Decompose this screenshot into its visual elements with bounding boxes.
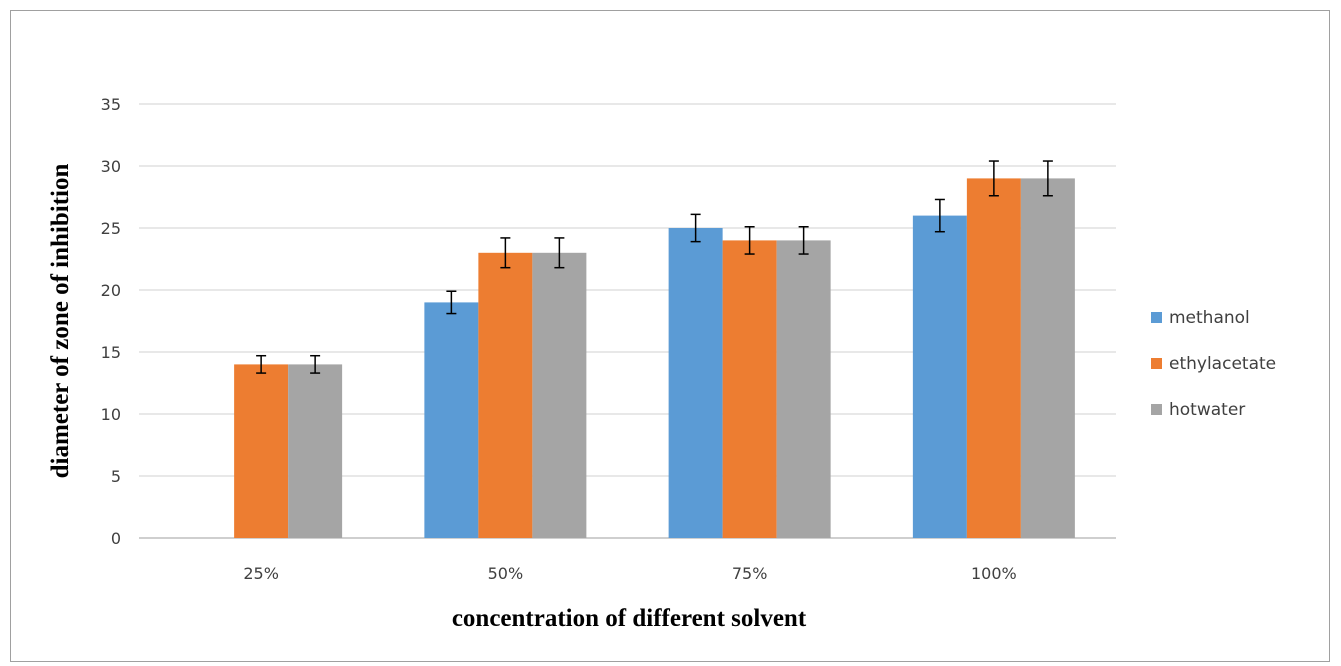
y-axis-ticks: 0 5 10 15 20 25 30 35	[101, 95, 121, 548]
y-axis-label: diameter of zone of inhibition	[47, 164, 74, 479]
y-tick-label: 35	[101, 95, 121, 114]
bar-chart: 0 5 10 15 20 25 30 35 25% 50% 75% 100% methanol eth…	[47, 95, 1276, 632]
error-bar-hotwater-100%	[1042, 160, 1053, 197]
legend-label: methanol	[1169, 308, 1250, 328]
error-bar-methanol-50%	[446, 290, 457, 315]
error-bar-ethylacetate-25%	[256, 354, 267, 374]
error-bar-methanol-100%	[934, 198, 945, 233]
legend: methanol ethylacetate hotwater	[1151, 308, 1276, 420]
legend-item-hotwater: hotwater	[1151, 400, 1245, 420]
bar-ethylacetate-75%	[722, 240, 777, 538]
legend-swatch	[1151, 312, 1162, 323]
y-tick-label: 20	[101, 281, 121, 300]
x-axis-ticks: 25% 50% 75% 100%	[243, 564, 1016, 583]
legend-label: ethylacetate	[1169, 354, 1276, 374]
bars	[234, 178, 1075, 539]
y-tick-label: 0	[111, 529, 121, 548]
error-bar-methanol-75%	[690, 213, 701, 243]
error-bar-ethylacetate-100%	[988, 160, 999, 197]
legend-swatch	[1151, 404, 1162, 415]
y-tick-label: 10	[101, 405, 121, 424]
y-tick-label: 15	[101, 343, 121, 362]
error-bars	[256, 160, 1053, 374]
y-tick-label: 25	[101, 219, 121, 238]
bar-hotwater-50%	[532, 252, 587, 539]
bar-methanol-50%	[424, 302, 479, 538]
error-bar-ethylacetate-75%	[744, 226, 755, 255]
legend-item-methanol: methanol	[1151, 308, 1250, 328]
x-axis-label: concentration of different solvent	[452, 605, 807, 632]
x-tick-label: 100%	[971, 564, 1017, 583]
y-tick-label: 30	[101, 157, 121, 176]
bar-methanol-75%	[668, 228, 723, 538]
bar-hotwater-75%	[776, 240, 831, 538]
y-tick-label: 5	[111, 467, 121, 486]
bar-hotwater-100%	[1020, 178, 1075, 538]
x-tick-label: 50%	[488, 564, 524, 583]
bar-ethylacetate-25%	[234, 364, 289, 538]
chart-frame: 0 5 10 15 20 25 30 35 25% 50% 75% 100% methanol eth…	[10, 10, 1330, 662]
legend-label: hotwater	[1169, 400, 1245, 420]
legend-swatch	[1151, 358, 1162, 369]
legend-item-ethylacetate: ethylacetate	[1151, 354, 1276, 374]
error-bar-hotwater-25%	[310, 354, 321, 374]
error-bar-hotwater-50%	[554, 237, 565, 269]
bar-hotwater-25%	[288, 364, 343, 538]
x-tick-label: 25%	[243, 564, 279, 583]
bar-methanol-100%	[912, 215, 967, 538]
bar-ethylacetate-100%	[966, 178, 1021, 538]
x-tick-label: 75%	[732, 564, 768, 583]
error-bar-hotwater-75%	[798, 226, 809, 255]
error-bar-ethylacetate-50%	[500, 237, 511, 269]
bar-ethylacetate-50%	[478, 252, 533, 539]
